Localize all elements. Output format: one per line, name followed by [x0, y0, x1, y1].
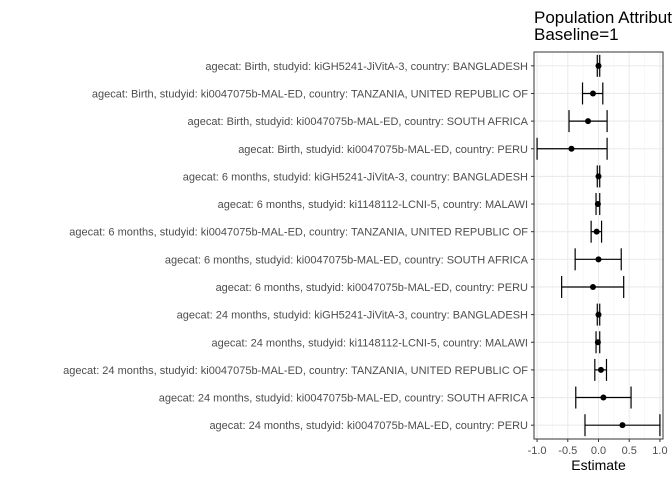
estimate-point [594, 339, 601, 346]
estimate-row [581, 82, 604, 105]
x-axis-label: Estimate [571, 457, 626, 473]
estimate-point [568, 145, 575, 152]
y-tick-label: agecat: 6 months, studyid: kiGH5241-JiVi… [183, 171, 528, 183]
estimate-row [595, 303, 602, 326]
x-tick-label: -1.0 [528, 445, 547, 457]
x-tick-label: 0.0 [591, 445, 606, 457]
estimate-point [585, 118, 592, 125]
estimate-point [589, 90, 596, 97]
y-tick-label: agecat: 6 months, studyid: ki1148112-LCN… [218, 199, 528, 211]
estimate-row [594, 331, 601, 354]
estimate-point [600, 394, 607, 401]
y-tick-label: agecat: 6 months, studyid: ki0047075b-MA… [165, 254, 529, 266]
x-tick-label: -0.5 [558, 445, 577, 457]
y-tick-label: agecat: 24 months, studyid: kiGH5241-JiV… [177, 310, 528, 322]
y-tick-label: agecat: Birth, studyid: ki0047075b-MAL-E… [92, 88, 528, 100]
estimate-row [575, 386, 632, 409]
estimate-row [590, 220, 603, 243]
estimate-point [594, 201, 601, 208]
x-axis: -1.0 -0.5 0.0 0.5 1.0 [528, 439, 668, 457]
estimate-point [619, 422, 626, 429]
estimate-row [536, 137, 608, 160]
estimate-row [594, 358, 608, 381]
estimate-point [595, 173, 602, 180]
estimate-point [597, 366, 604, 373]
x-tick-label: 1.0 [652, 445, 667, 457]
y-tick-label: agecat: 24 months, studyid: ki0047075b-M… [63, 365, 528, 377]
y-tick-label: agecat: Birth, studyid: kiGH5241-JiVitA-… [205, 61, 528, 73]
estimate-point [593, 228, 600, 235]
estimate-point [595, 62, 602, 69]
estimate-point [589, 283, 596, 290]
chart-title-line-2: Baseline=1 [534, 25, 619, 44]
estimate-row [584, 414, 661, 437]
estimate-row [574, 248, 622, 271]
title-group: Population Attributable Baseline=1 [534, 8, 672, 44]
y-axis: agecat: Birth, studyid: kiGH5241-JiVitA-… [63, 61, 534, 432]
y-tick-label: agecat: 24 months, studyid: ki0047075b-M… [209, 420, 528, 432]
estimate-row [561, 275, 625, 298]
y-tick-label: agecat: 6 months, studyid: ki0047075b-MA… [69, 227, 528, 239]
estimate-row [595, 54, 602, 77]
estimate-row [595, 165, 602, 188]
y-tick-label: agecat: 24 months, studyid: ki1148112-LC… [211, 337, 528, 349]
y-tick-label: agecat: Birth, studyid: ki0047075b-MAL-E… [187, 116, 528, 128]
y-tick-label: agecat: Birth, studyid: ki0047075b-MAL-E… [238, 144, 528, 156]
estimate-point [595, 256, 602, 263]
y-tick-label: agecat: 24 months, studyid: ki0047075b-M… [159, 393, 529, 405]
data-marks [533, 51, 664, 440]
x-tick-label: 0.5 [622, 445, 637, 457]
estimate-row [568, 110, 608, 133]
estimate-row [594, 193, 601, 216]
plot-panel [534, 52, 663, 439]
y-tick-label: agecat: 6 months, studyid: ki0047075b-MA… [216, 282, 528, 294]
estimate-point [595, 311, 602, 318]
chart-title-line-1: Population Attributable [534, 8, 672, 27]
panel-border [533, 51, 664, 440]
